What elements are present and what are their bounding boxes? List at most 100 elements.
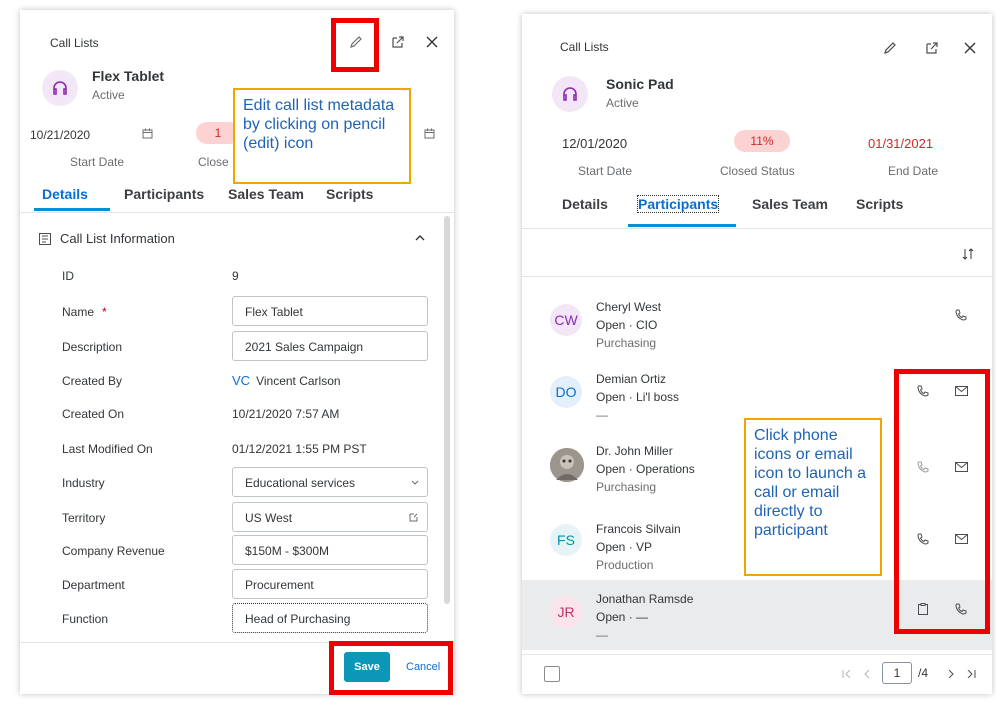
name-field[interactable]: Flex Tablet xyxy=(232,296,428,326)
avatar xyxy=(550,448,584,482)
chevron-up-icon[interactable] xyxy=(412,230,428,246)
closed-status-pill: 1 xyxy=(196,122,240,144)
department-field[interactable]: Procurement xyxy=(232,569,428,599)
participant-name: Dr. John Miller xyxy=(596,444,673,458)
company-revenue-label: Company Revenue xyxy=(62,544,165,558)
avatar: JR xyxy=(550,596,582,628)
phone-icon[interactable] xyxy=(952,600,970,618)
next-page-icon[interactable] xyxy=(944,666,958,682)
email-icon[interactable] xyxy=(952,382,970,400)
industry-label: Industry xyxy=(62,476,105,490)
email-icon[interactable] xyxy=(952,458,970,476)
list-item[interactable]: Dr. John Miller Open · Operations Purcha… xyxy=(522,436,992,508)
id-label: ID xyxy=(62,269,74,283)
avatar: CW xyxy=(550,304,582,336)
save-button[interactable]: Save xyxy=(344,652,390,682)
tab-sales-team[interactable]: Sales Team xyxy=(228,186,305,202)
calendar-icon[interactable] xyxy=(140,126,154,140)
list-item[interactable]: JR Jonathan Ramsde Open · — — xyxy=(522,580,992,650)
participant-name: Cheryl West xyxy=(596,300,662,314)
territory-field[interactable]: US West xyxy=(232,502,428,532)
save-highlight-box xyxy=(329,641,453,695)
industry-select[interactable]: Educational services xyxy=(232,467,428,497)
previous-page-icon[interactable] xyxy=(860,666,874,682)
record-title: Sonic Pad xyxy=(606,76,674,92)
end-date-calendar-icon[interactable] xyxy=(422,126,436,140)
participant-role: Open · Operations xyxy=(596,462,695,476)
select-all-checkbox[interactable] xyxy=(544,666,560,682)
participant-name: Francois Silvain xyxy=(596,522,681,536)
cancel-button[interactable]: Cancel xyxy=(406,661,441,673)
call-list-participants-panel: Call Lists Sonic Pad Active 12/01/2020 1… xyxy=(522,14,992,694)
tab-participants[interactable]: Participants xyxy=(124,186,205,202)
tab-scripts[interactable]: Scripts xyxy=(856,196,904,212)
breadcrumb[interactable]: Call Lists xyxy=(50,36,99,50)
email-icon[interactable] xyxy=(952,530,970,548)
tab-participants[interactable]: Participants xyxy=(636,195,720,213)
edit-callout: Edit call list metadata by clicking on p… xyxy=(233,88,411,184)
divider xyxy=(522,276,992,277)
pencil-icon[interactable] xyxy=(344,30,368,54)
sort-icon[interactable] xyxy=(960,246,976,262)
function-field[interactable]: Head of Purchasing xyxy=(232,603,428,633)
tab-scripts[interactable]: Scripts xyxy=(326,186,374,202)
page-input[interactable]: 1 xyxy=(882,662,912,684)
participant-dept: — xyxy=(596,628,608,642)
breadcrumb[interactable]: Call Lists xyxy=(560,40,609,54)
divider xyxy=(20,212,454,213)
created-by-value[interactable]: VC Vincent Carlson xyxy=(232,373,341,388)
active-tab-indicator xyxy=(628,224,736,227)
value-help-icon[interactable] xyxy=(408,512,419,523)
territory-label: Territory xyxy=(62,511,106,525)
clipboard-icon[interactable] xyxy=(914,600,932,618)
end-date-label: End Date xyxy=(888,164,939,178)
description-label: Description xyxy=(62,340,123,354)
record-title: Flex Tablet xyxy=(92,68,165,84)
required-marker: * xyxy=(102,305,107,319)
participant-role: Open · Li'l boss xyxy=(596,390,679,404)
open-external-icon[interactable] xyxy=(920,36,944,60)
name-label: Name * xyxy=(62,305,107,319)
avatar: DO xyxy=(550,376,582,408)
scrollbar[interactable] xyxy=(444,216,450,604)
tab-details[interactable]: Details xyxy=(562,196,608,212)
phone-icon[interactable] xyxy=(952,306,970,324)
headset-icon xyxy=(552,76,588,112)
start-date-value: 12/01/2020 xyxy=(562,136,628,151)
contact-callout: Click phone icons or email icon to launc… xyxy=(744,418,882,576)
close-icon[interactable] xyxy=(958,36,982,60)
company-revenue-field[interactable]: $150M - $300M xyxy=(232,535,428,565)
end-date-value: 01/31/2021 xyxy=(868,136,934,151)
participant-role: Open · VP xyxy=(596,540,653,554)
list-item[interactable]: CW Cheryl West Open · CIO Purchasing xyxy=(522,292,992,364)
created-by-label: Created By xyxy=(62,374,123,388)
page-total: /4 xyxy=(918,666,929,680)
contact-icons-highlight-box xyxy=(894,369,990,634)
pencil-highlight-box xyxy=(331,18,379,72)
tab-sales-team[interactable]: Sales Team xyxy=(752,196,829,212)
first-page-icon[interactable] xyxy=(840,666,854,682)
phone-icon[interactable] xyxy=(914,382,932,400)
section-title: Call List Information xyxy=(60,231,175,246)
open-external-icon[interactable] xyxy=(386,30,410,54)
pencil-icon[interactable] xyxy=(878,36,902,60)
created-by-avatar: VC xyxy=(232,373,251,388)
closed-status-label: Close xyxy=(198,155,229,169)
description-field[interactable]: 2021 Sales Campaign xyxy=(232,331,428,361)
list-item[interactable]: FS Francois Silvain Open · VP Production xyxy=(522,508,992,580)
participant-dept: Production xyxy=(596,558,654,572)
start-date-label: Start Date xyxy=(578,164,633,178)
last-page-icon[interactable] xyxy=(964,666,978,682)
participant-dept: — xyxy=(596,408,608,422)
tab-details[interactable]: Details xyxy=(42,186,88,202)
divider xyxy=(522,228,992,229)
phone-icon[interactable] xyxy=(914,530,932,548)
closed-status-label: Closed Status xyxy=(720,164,795,178)
phone-icon[interactable] xyxy=(914,458,932,476)
list-item[interactable]: DO Demian Ortiz Open · Li'l boss — xyxy=(522,364,992,436)
last-modified-value: 01/12/2021 1:55 PM PST xyxy=(232,442,367,456)
close-icon[interactable] xyxy=(420,30,444,54)
record-status: Active xyxy=(606,96,639,110)
headset-icon xyxy=(42,70,78,106)
start-date-value[interactable]: 10/21/2020 xyxy=(30,128,91,142)
